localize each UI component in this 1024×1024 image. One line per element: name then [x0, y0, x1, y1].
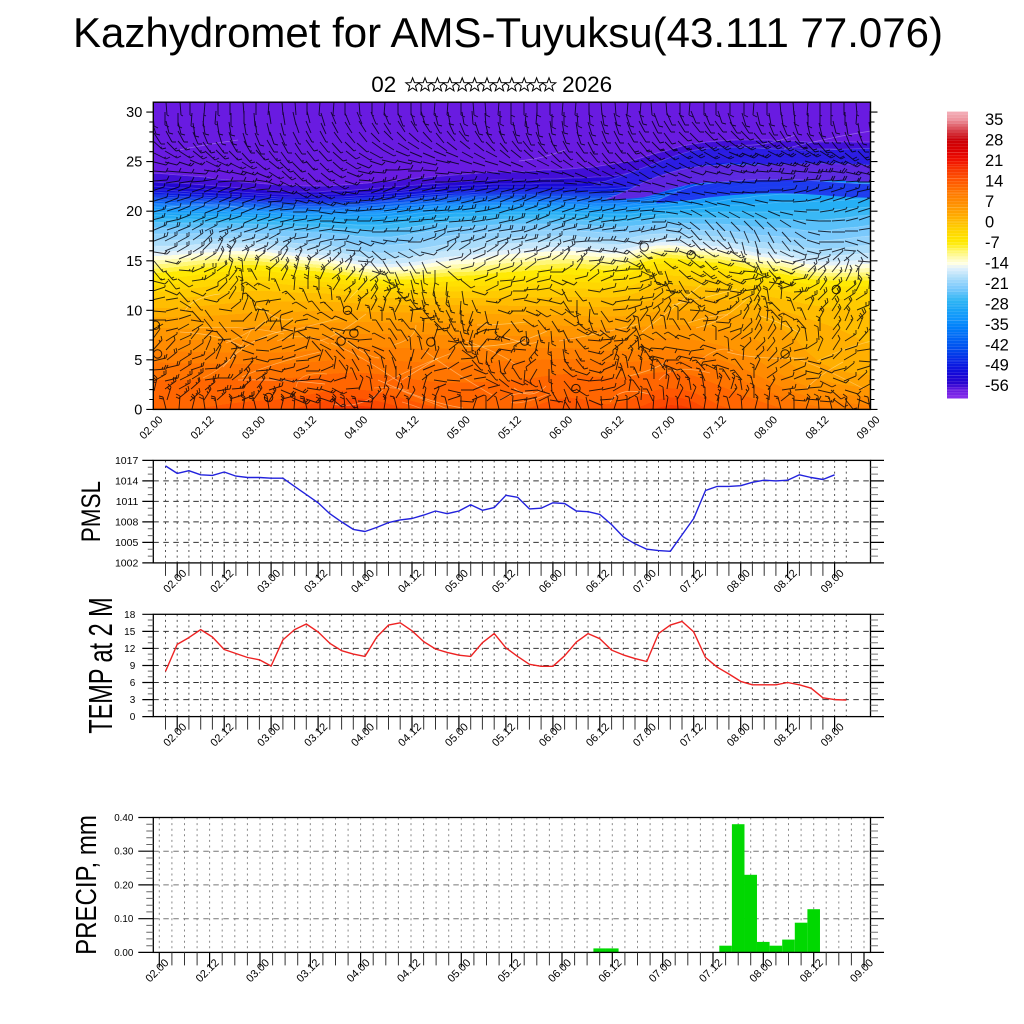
svg-text:21: 21: [985, 152, 1003, 170]
svg-text:10: 10: [126, 303, 142, 319]
svg-text:35: 35: [985, 111, 1003, 129]
svg-text:Kazhydromet for AMS-Tuyuksu(43: Kazhydromet for AMS-Tuyuksu(43.111 77.07…: [73, 9, 943, 56]
svg-text:12: 12: [124, 644, 136, 655]
svg-text:-56: -56: [985, 377, 1009, 395]
svg-text:1011: 1011: [116, 496, 139, 508]
svg-text:9: 9: [130, 661, 136, 672]
svg-text:7: 7: [985, 193, 994, 211]
svg-text:TEMP at 2 M: TEMP at 2 M: [83, 597, 120, 733]
svg-text:PMSL: PMSL: [77, 481, 106, 542]
svg-text:1005: 1005: [115, 537, 139, 549]
svg-text:18: 18: [124, 610, 136, 621]
svg-text:15: 15: [126, 254, 142, 270]
svg-text:PRECIP, mm: PRECIP, mm: [70, 815, 103, 955]
svg-text:1017: 1017: [115, 455, 139, 467]
svg-text:0.20: 0.20: [114, 880, 134, 891]
svg-text:1002: 1002: [115, 557, 139, 569]
svg-text:0.00: 0.00: [114, 948, 134, 959]
svg-text:5: 5: [134, 353, 142, 369]
svg-text:0.40: 0.40: [114, 813, 134, 824]
svg-text:0.10: 0.10: [114, 914, 134, 925]
svg-text:0: 0: [130, 712, 136, 723]
svg-text:30: 30: [126, 105, 142, 121]
svg-text:15: 15: [124, 627, 136, 638]
svg-text:-7: -7: [985, 234, 1000, 252]
svg-text:25: 25: [126, 155, 142, 171]
svg-text:28: 28: [985, 131, 1003, 149]
svg-text:1008: 1008: [115, 516, 139, 528]
svg-text:1014: 1014: [115, 475, 139, 487]
svg-text:2026: 2026: [562, 72, 612, 97]
svg-text:-28: -28: [985, 295, 1009, 313]
svg-text:0: 0: [985, 213, 994, 231]
svg-text:0: 0: [134, 402, 142, 418]
svg-text:6: 6: [130, 678, 136, 689]
svg-text:-21: -21: [985, 275, 1009, 293]
svg-text:3: 3: [130, 695, 136, 706]
svg-text:-14: -14: [985, 254, 1009, 272]
svg-text:02: 02: [371, 72, 396, 97]
svg-text:-49: -49: [985, 357, 1009, 375]
svg-text:0.30: 0.30: [114, 847, 134, 858]
svg-text:-42: -42: [985, 336, 1009, 354]
svg-text:-35: -35: [985, 316, 1009, 334]
svg-text:14: 14: [985, 172, 1003, 190]
svg-text:20: 20: [126, 204, 142, 220]
